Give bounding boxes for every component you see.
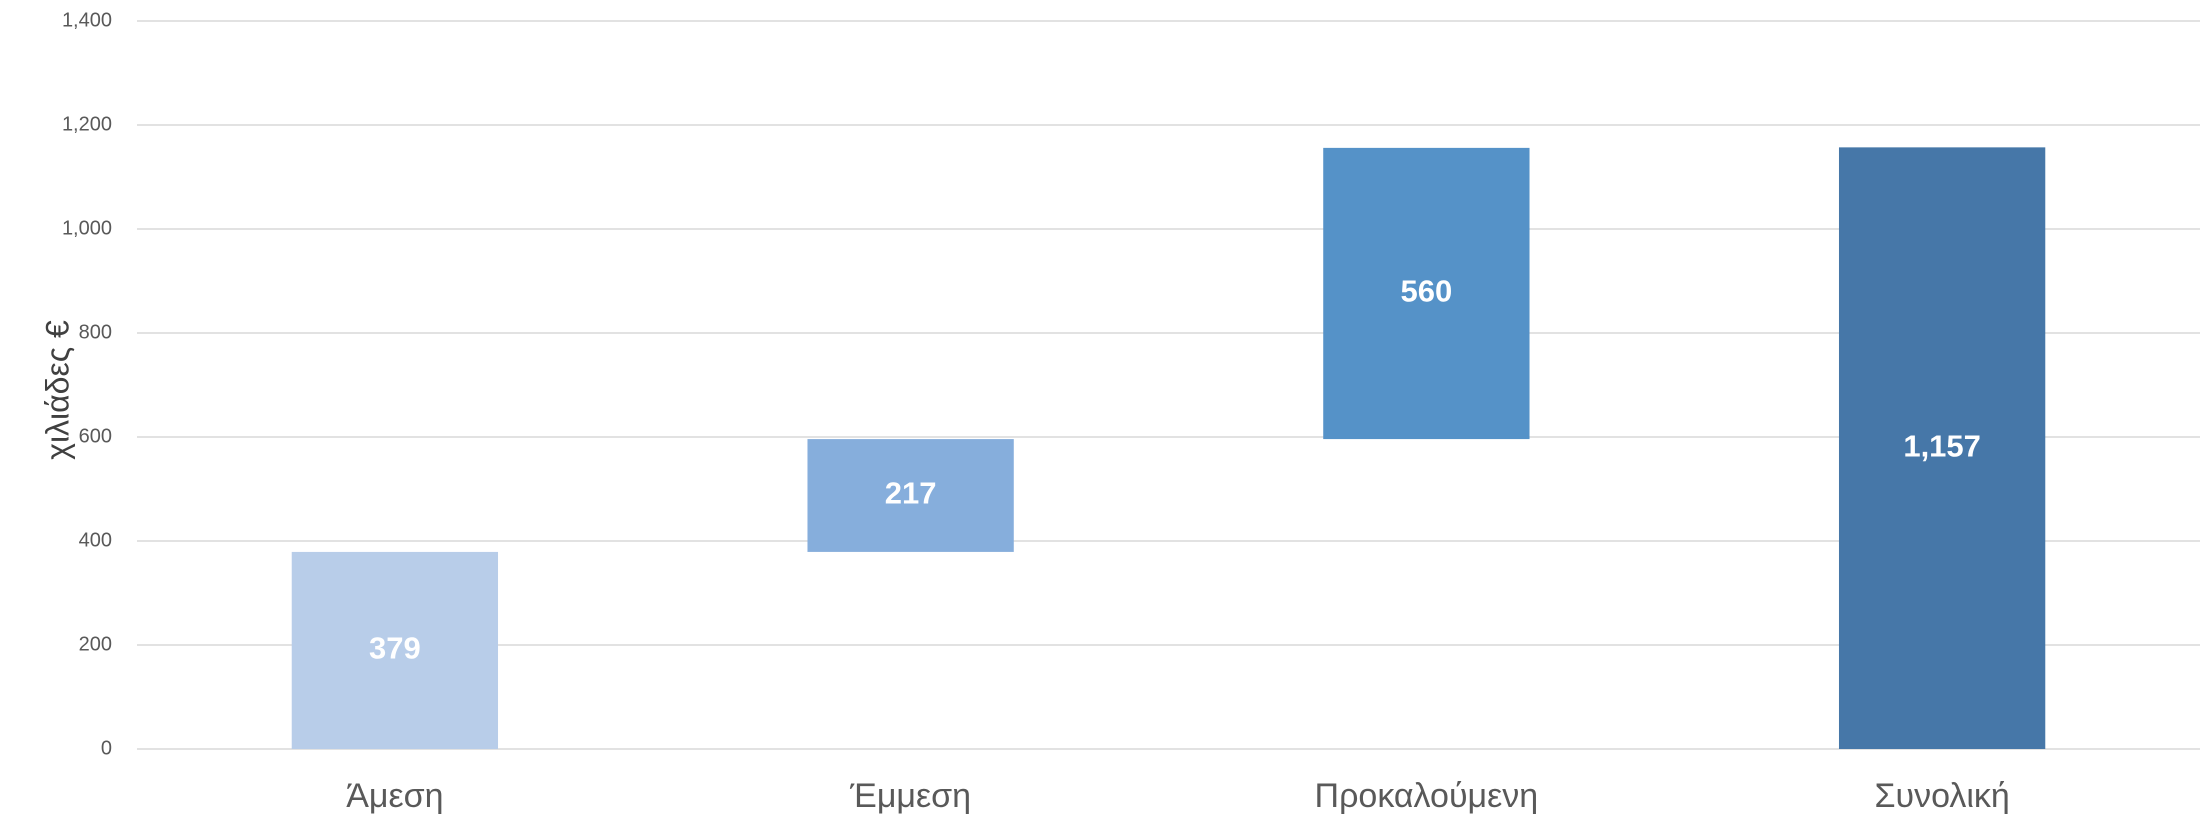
y-tick-label: 800 [79,321,112,343]
y-tick-label: 600 [79,425,112,447]
y-tick-label: 200 [79,633,112,655]
bar [291,551,499,749]
x-tick-label: Έμμεση [849,777,971,815]
y-tick-label: 400 [79,529,112,551]
y-axis-label: χιλιάδες € [39,320,75,460]
bar [807,439,1014,552]
bar [1838,147,2046,750]
y-tick-label: 1,200 [62,113,112,135]
x-tick-label: Συνολική [1874,777,2009,815]
x-tick-label: Προκαλούμενη [1315,777,1539,815]
data-label: 560 [1401,274,1453,309]
y-tick-label: 1,000 [62,217,112,239]
x-tick-label: Άμεση [346,777,443,815]
y-tick-label: 0 [101,737,112,759]
data-label: 1,157 [1903,428,1981,463]
bar [1323,147,1530,440]
y-tick-label: 1,400 [62,9,112,31]
data-label: 379 [369,631,421,666]
data-label: 217 [885,476,937,511]
